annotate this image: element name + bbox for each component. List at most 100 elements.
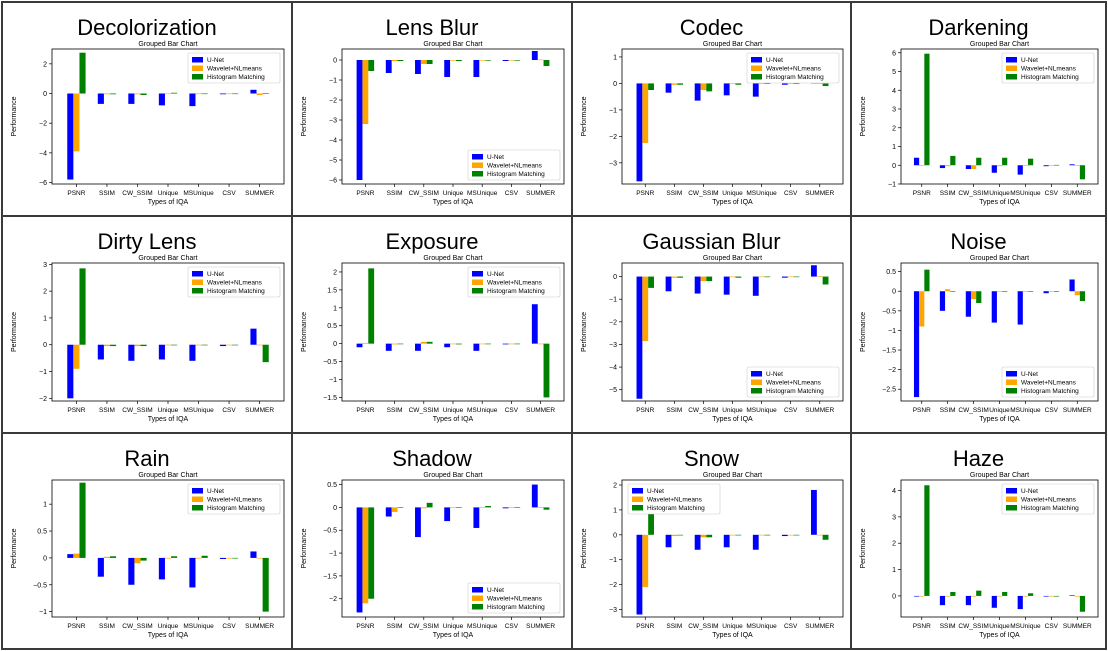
bar-u-net-psnr: [356, 507, 363, 613]
x-tick-label: SUMMER: [805, 190, 834, 197]
legend-swatch: [751, 388, 762, 394]
y-tick-label: −2: [329, 98, 337, 105]
bar-u-net-summer: [1069, 279, 1075, 292]
bar-histogram-matching-psnr: [924, 485, 930, 596]
bar-u-net-unique: [158, 93, 165, 106]
x-tick-label: CW_SSIM: [688, 623, 718, 630]
x-tick-label: MSUnique: [183, 190, 214, 197]
bar-u-net-msunique: [189, 93, 196, 107]
y-tick-label: −6: [329, 178, 337, 185]
x-axis-label: Types of IQA: [433, 416, 474, 423]
chart-title: Grouped Bar Chart: [423, 472, 482, 479]
y-tick-label: 0: [333, 341, 337, 348]
panel-lens-blur: Lens Blur Grouped Bar Chart −6 −5 −4 −3 −2 −1 0 P…: [292, 2, 572, 216]
legend-label: Histogram Matching: [766, 74, 824, 81]
legend-label: U-Net: [207, 488, 224, 495]
x-tick-label: Unique: [989, 407, 1010, 414]
bar-u-net-psnr: [913, 595, 920, 597]
bar-u-net-cw-ssim: [694, 276, 701, 294]
bar-u-net-ssim: [939, 165, 946, 169]
x-tick-label: CW_SSIM: [409, 190, 439, 197]
x-tick-label: Unique: [443, 407, 464, 414]
panel-decolorization: Decolorization Grouped Bar Chart −6 −4 −2 0 2 P…: [2, 2, 292, 216]
y-tick-label: 1.5: [327, 287, 337, 294]
legend-label: U-Net: [647, 488, 664, 495]
bar-histogram-matching-ssim: [677, 534, 684, 536]
bar-wavelet-nlmeans-psnr: [919, 595, 925, 597]
bar-histogram-matching-summer: [262, 93, 269, 94]
bar-wavelet-nlmeans-cw-ssim: [700, 83, 707, 91]
bar-wavelet-nlmeans-cw-ssim: [970, 291, 977, 300]
bar-histogram-matching-ssim: [677, 276, 684, 278]
y-axis-label: Performance: [301, 96, 308, 136]
bar-u-net-ssim: [97, 93, 104, 104]
legend-box: [187, 52, 281, 84]
legend-label: Wavelet+NLmeans: [487, 596, 543, 603]
bar-histogram-matching-unique: [1002, 157, 1008, 166]
y-tick-label: 2: [43, 289, 47, 296]
bar-u-net-cw-ssim: [128, 344, 135, 361]
bar-histogram-matching-psnr: [368, 268, 375, 344]
x-tick-label: CSV: [222, 190, 236, 197]
legend-swatch: [472, 162, 483, 168]
bar-wavelet-nlmeans-psnr: [642, 83, 649, 143]
bar-histogram-matching-unique: [171, 556, 178, 558]
bar-histogram-matching-unique: [455, 343, 462, 345]
x-tick-label: CSV: [505, 190, 519, 197]
y-tick-label: 3: [43, 262, 47, 269]
bar-histogram-matching-cw-ssim: [706, 534, 713, 538]
legend-box: [467, 266, 561, 298]
bar-u-net-ssim: [665, 83, 672, 93]
bar-histogram-matching-summer: [822, 83, 829, 87]
legend-swatch: [1006, 57, 1017, 63]
y-tick-label: 3: [892, 514, 896, 521]
x-tick-label: SUMMER: [245, 407, 274, 414]
x-tick-label: CW_SSIM: [688, 407, 718, 414]
bar-histogram-matching-ssim: [110, 556, 117, 558]
y-tick-label: 6: [892, 50, 896, 57]
bar-u-net-cw-ssim: [965, 595, 971, 606]
chart-title: Grouped Bar Chart: [138, 41, 197, 48]
legend-label: Histogram Matching: [207, 74, 265, 81]
bar-u-net-psnr: [636, 276, 643, 399]
panel-title: Snow: [684, 446, 739, 471]
bar-u-net-csv: [781, 83, 788, 85]
y-tick-label: −2: [888, 367, 896, 374]
x-tick-label: CW_SSIM: [958, 190, 988, 197]
y-tick-label: 0: [43, 91, 47, 98]
bar-wavelet-nlmeans-unique: [996, 595, 1003, 597]
bar-u-net-cw-ssim: [415, 507, 421, 538]
bar-u-net-unique: [991, 291, 997, 323]
bar-histogram-matching-summer: [1079, 291, 1086, 302]
axes-frame: [341, 48, 565, 185]
chart-title: Grouped Bar Chart: [423, 255, 482, 262]
bar-u-net-psnr: [636, 534, 643, 615]
x-tick-label: SSIM: [940, 190, 956, 197]
y-tick-label: −1.5: [323, 395, 337, 402]
bar-wavelet-nlmeans-ssim: [945, 289, 951, 292]
legend-label: U-Net: [487, 587, 504, 594]
legend-swatch: [632, 488, 643, 494]
x-tick-label: Unique: [989, 190, 1010, 197]
legend-label: Wavelet+NLmeans: [207, 280, 263, 287]
bar-histogram-matching-csv: [514, 60, 521, 61]
bar-wavelet-nlmeans-psnr: [73, 553, 80, 558]
legend-label: Wavelet+NLmeans: [1021, 497, 1077, 504]
y-axis-label: Performance: [11, 528, 18, 568]
chart-title: Grouped Bar Chart: [970, 472, 1029, 479]
bar-histogram-matching-psnr: [79, 268, 86, 345]
bar-wavelet-nlmeans-ssim: [945, 595, 951, 597]
legend-box: [467, 582, 561, 614]
chart-title: Grouped Bar Chart: [970, 255, 1029, 262]
bar-u-net-summer: [1069, 164, 1075, 166]
bar-wavelet-nlmeans-csv: [787, 534, 794, 536]
y-tick-label: 1: [613, 54, 617, 61]
y-tick-label: −1.5: [323, 573, 337, 580]
y-tick-label: −2.5: [882, 387, 896, 394]
y-tick-label: −1: [39, 369, 47, 376]
x-tick-label: Unique: [443, 623, 464, 630]
bar-histogram-matching-ssim: [677, 83, 684, 85]
bar-u-net-unique: [444, 507, 451, 522]
